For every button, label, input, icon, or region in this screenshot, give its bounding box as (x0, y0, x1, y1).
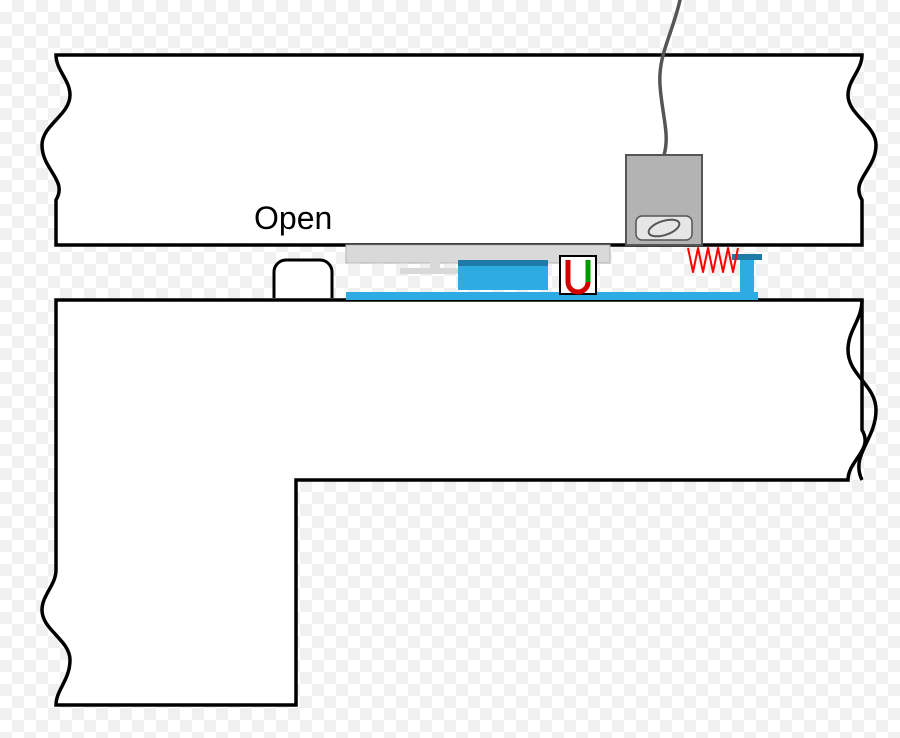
lock-diagram (0, 0, 900, 738)
magnet-body (560, 256, 596, 294)
return-spring (688, 248, 738, 272)
sensor-box-window (636, 216, 692, 240)
bolt-bar (346, 292, 758, 300)
bolt-post (740, 258, 754, 300)
lower-door-frame (42, 300, 865, 705)
upper-door-frame (42, 55, 876, 245)
bolt-carriage-top (458, 260, 548, 266)
bolt-carriage (458, 264, 548, 290)
state-label-open: Open (254, 200, 332, 237)
strike-button (274, 260, 332, 298)
